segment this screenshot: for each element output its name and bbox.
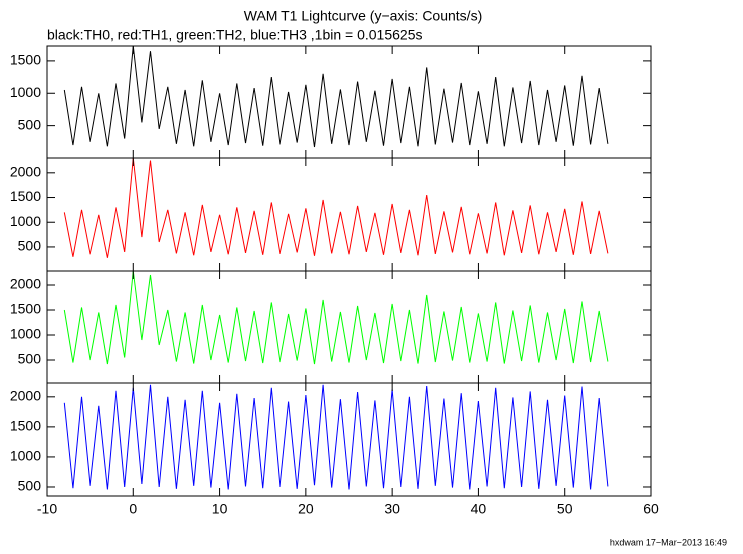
y-tick-label: 500 [18,351,42,367]
x-tick-label: 0 [129,501,137,517]
y-tick-label: 1500 [10,418,41,434]
x-tick-label: 20 [298,501,314,517]
y-tick-label: 500 [18,478,42,494]
y-tick-label: 2000 [10,276,41,292]
series-line [63,270,609,365]
footer: hxdwam 17−Mar−2013 16:49 [610,537,727,547]
chart-title: WAM T1 Lightcurve (y−axis: Counts/s) [244,8,482,24]
chart-subtitle: black:TH0, red:TH1, green:TH2, blue:TH3 … [47,27,422,43]
x-tick-label: -10 [37,501,57,517]
y-tick-label: 2000 [10,388,41,404]
y-tick-label: 1000 [10,326,41,342]
x-tick-label: 10 [212,501,228,517]
y-tick-label: 1500 [10,301,41,317]
panel-frame [46,382,652,497]
y-tick-label: 1000 [10,448,41,464]
y-tick-label: 1000 [10,213,41,229]
y-tick-label: 1500 [10,52,41,68]
series-line [63,157,609,258]
series-line [63,45,609,148]
y-tick-label: 1500 [10,188,41,204]
y-tick-label: 2000 [10,164,41,180]
x-tick-label: 60 [643,501,659,517]
series-line [63,384,609,490]
y-tick-label: 500 [18,238,42,254]
y-tick-label: 500 [18,116,42,132]
x-tick-label: 40 [471,501,487,517]
y-tick-label: 1000 [10,84,41,100]
x-tick-label: 50 [557,501,573,517]
x-tick-label: 30 [384,501,400,517]
